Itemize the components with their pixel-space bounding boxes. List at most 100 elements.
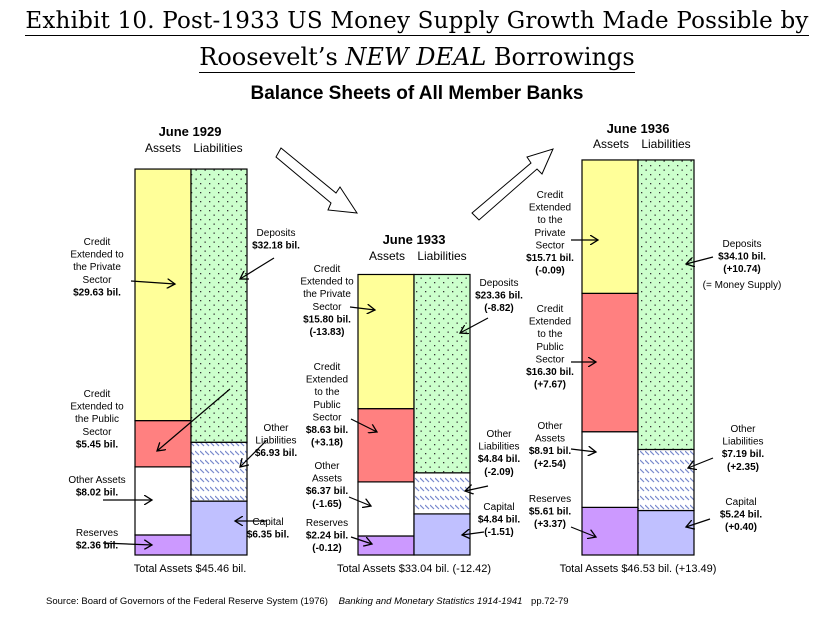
- pointer-arrow: [240, 440, 267, 467]
- column-header-assets: Assets: [145, 141, 181, 155]
- transition-arrow-up: [471, 148, 554, 221]
- label-value: $8.91 bil.: [529, 446, 571, 457]
- label-value: $29.63 bil.: [73, 287, 121, 298]
- pointer-arrow: [350, 418, 377, 432]
- pointer-arrow: [688, 457, 714, 468]
- segment-label-other-liabilities: Other Liabilities$4.84 bil. (-2.09): [478, 429, 520, 478]
- pointer-arrow: [240, 257, 275, 279]
- total-assets-june-1929: Total Assets $45.46 bil.: [134, 563, 247, 575]
- label-text: Credit: [84, 237, 111, 248]
- source-prefix: Source: Board of Governors of the Federa…: [46, 596, 328, 607]
- bar-segment-capital: [190, 500, 248, 556]
- transition-arrow-down: [275, 147, 358, 214]
- label-text: Deposits: [480, 278, 519, 289]
- bar-segment-other-liabilities: [413, 472, 471, 515]
- label-text: Extended to: [300, 277, 354, 288]
- bar-segment-other-liabilities: [637, 448, 695, 512]
- bar-segment-deposits: [637, 159, 695, 451]
- label-change: (+2.54): [534, 459, 566, 470]
- bar-segment-other-liabilities: [190, 441, 248, 502]
- segment-label-other-assets: Other Assets$8.91 bil. (+2.54): [529, 421, 571, 470]
- label-text: Liabilities: [255, 436, 296, 447]
- total-assets-june-1936: Total Assets $46.53 bil. (+13.49): [560, 563, 717, 575]
- label-text: Other: [486, 429, 512, 440]
- label-text: Credit: [84, 389, 111, 400]
- label-text: Capital: [725, 497, 756, 508]
- label-value: $23.36 bil.: [475, 291, 523, 302]
- label-text: Other: [730, 424, 756, 435]
- label-text: the Private: [73, 262, 121, 273]
- label-text: Extended: [306, 375, 348, 386]
- segment-label-capital: Capital $5.24 bil.(+0.40): [720, 497, 762, 533]
- bar-segment-reserves: [357, 535, 415, 556]
- label-change: (-8.82): [484, 303, 513, 314]
- label-change: (-1.65): [312, 499, 341, 510]
- segment-label-other-liabilities: Other Liabilities$7.19 bil. (+2.35): [722, 424, 764, 473]
- label-text: Public: [313, 400, 340, 411]
- label-text: Assets: [535, 434, 565, 445]
- label-note: (= Money Supply): [703, 280, 782, 291]
- bar-segment-reserves: [581, 506, 639, 556]
- label-change: (-0.12): [312, 543, 341, 554]
- label-value: $6.37 bil.: [306, 486, 348, 497]
- label-text: Credit: [314, 362, 341, 373]
- label-value: $6.93 bil.: [255, 448, 297, 459]
- label-change: (-2.09): [484, 467, 513, 478]
- exhibit-title-line-1: Exhibit 10. Post-1933 US Money Supply Gr…: [0, 6, 834, 36]
- label-value: $34.10 bil.: [718, 252, 766, 263]
- pointer-arrow: [460, 317, 489, 333]
- label-value: $6.35 bil.: [247, 530, 289, 541]
- label-change: (+10.74): [723, 264, 761, 275]
- bar-segment-credit-private: [134, 168, 192, 422]
- label-text: Credit: [314, 264, 341, 275]
- segment-label-other-assets: Other Assets $8.02 bil.: [68, 475, 125, 499]
- segment-label-reserves: Reserves $5.61 bil.(+3.37): [529, 494, 571, 530]
- chart-subtitle: Balance Sheets of All Member Banks: [250, 83, 584, 104]
- label-text: to the: [537, 329, 562, 340]
- pointer-arrow: [348, 496, 371, 506]
- label-value: $4.84 bil.: [478, 515, 520, 526]
- period-title-june-1936: June 1936: [607, 121, 670, 136]
- exhibit-title-line-2: Roosevelt’s NEW DEAL Borrowings: [0, 42, 834, 73]
- label-value: $4.84 bil.: [478, 454, 520, 465]
- source-pages: pp.72-79: [531, 596, 569, 607]
- label-text: the Public: [75, 414, 119, 425]
- pointer-arrow: [157, 388, 231, 451]
- label-value: $8.02 bil.: [76, 488, 118, 499]
- label-text: Other: [314, 461, 340, 472]
- pointer-arrow: [349, 307, 375, 310]
- label-value: $8.63 bil.: [306, 425, 348, 436]
- pointer-arrow: [130, 281, 175, 284]
- pointer-arrow: [102, 543, 152, 545]
- exhibit-title-text-2: Roosevelt’s NEW DEAL Borrowings: [199, 43, 635, 73]
- title-italic: NEW DEAL: [345, 43, 487, 71]
- label-value: $5.61 bil.: [529, 507, 571, 518]
- label-text: Liabilities: [478, 442, 519, 453]
- label-change: (-13.83): [309, 327, 344, 338]
- label-text: Extended: [529, 203, 571, 214]
- label-text: Sector: [313, 302, 343, 313]
- label-text: Assets: [312, 474, 342, 485]
- label-text: Sector: [536, 240, 566, 251]
- label-text: Reserves: [76, 528, 118, 539]
- label-text: Credit: [537, 190, 564, 201]
- bar-segment-capital: [637, 509, 695, 556]
- segment-label-reserves: Reserves $2.36 bil.: [76, 528, 118, 552]
- label-text: Other: [263, 423, 289, 434]
- segment-label-deposits: Deposits $32.18 bil.: [252, 228, 300, 252]
- label-value: $15.71 bil.: [526, 253, 574, 264]
- bar-segment-credit-private: [357, 273, 415, 410]
- bar-segment-other-assets: [357, 481, 415, 537]
- bar-segment-other-assets: [581, 431, 639, 508]
- label-change: (+2.35): [727, 462, 759, 473]
- segment-label-other-assets: Other Assets$6.37 bil. (-1.65): [306, 461, 348, 510]
- label-text: Private: [534, 228, 566, 239]
- label-change: (+7.67): [534, 380, 566, 391]
- bar-segment-credit-private: [581, 159, 639, 294]
- label-change: (-0.09): [535, 266, 564, 277]
